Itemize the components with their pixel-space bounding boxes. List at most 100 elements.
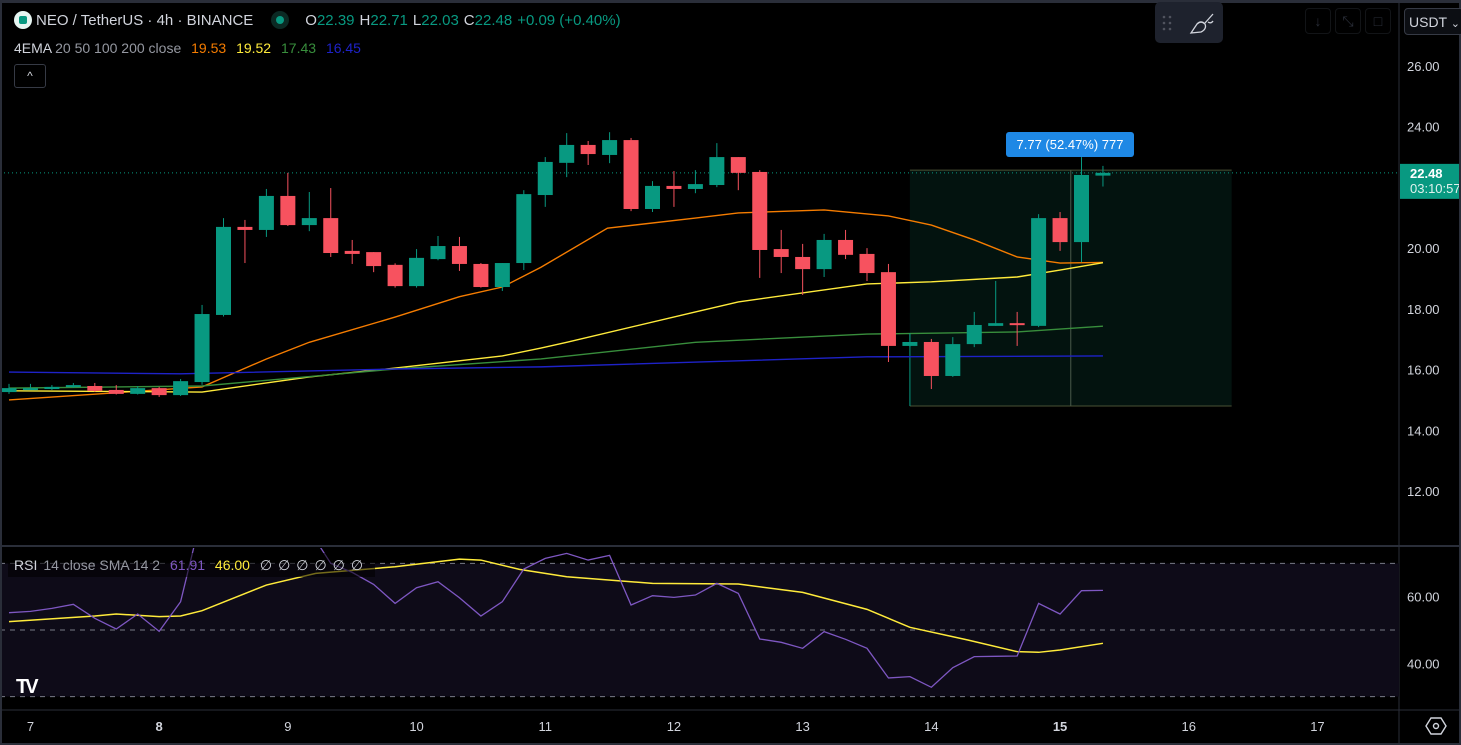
ema-line-100[interactable] [8, 325, 1103, 389]
drag-handle-icon[interactable] [1162, 15, 1172, 31]
candle-body [816, 239, 832, 270]
candle[interactable] [473, 263, 489, 288]
rsi-extra-value: ∅ [296, 557, 309, 573]
candle-body [409, 257, 425, 287]
rsi-sma-line[interactable] [8, 558, 1104, 654]
candle[interactable] [494, 263, 510, 291]
candle-body [108, 389, 124, 394]
ema-line-200[interactable] [8, 355, 1103, 375]
candle-body [923, 341, 939, 376]
candle[interactable] [795, 243, 811, 295]
last-price-badge [1400, 163, 1461, 199]
market-status-icon [271, 11, 290, 29]
candle-body [216, 226, 231, 315]
candle-body [773, 249, 789, 257]
candle-body [1009, 323, 1025, 326]
brush-icon[interactable] [1189, 13, 1214, 34]
currency-selector[interactable]: USDT ⌄ [1404, 8, 1461, 35]
candle[interactable] [237, 219, 253, 264]
candle[interactable] [752, 170, 768, 278]
candle[interactable] [966, 311, 982, 348]
candle[interactable] [1095, 165, 1111, 187]
candle[interactable] [687, 170, 703, 194]
candle[interactable] [1052, 212, 1068, 251]
rsi-extra-value: ∅ [259, 557, 273, 573]
candle[interactable] [623, 137, 639, 212]
candle[interactable] [173, 379, 189, 397]
candle-body [430, 246, 446, 260]
floating-drawing-toolbar[interactable] [1155, 2, 1223, 43]
candle[interactable] [216, 218, 231, 317]
candle[interactable] [902, 333, 918, 348]
candle[interactable] [387, 263, 403, 288]
candle-body [387, 264, 403, 287]
fit-screen-icon[interactable]: ⤡ [1335, 8, 1361, 34]
candle[interactable] [580, 140, 596, 165]
maximize-icon[interactable]: □ [1365, 8, 1391, 34]
candle[interactable] [451, 236, 467, 271]
candle[interactable] [44, 385, 60, 390]
price-tick-label: 18.00 [1407, 302, 1440, 317]
candle[interactable] [22, 383, 38, 391]
candle[interactable] [1009, 311, 1025, 346]
candle[interactable] [323, 188, 339, 257]
candle[interactable] [108, 385, 124, 395]
collapse-legend-button[interactable]: ^ [14, 64, 46, 88]
scroll-to-latest-icon[interactable]: ↓ [1305, 8, 1331, 34]
candle[interactable] [344, 239, 360, 264]
price-tick-label: 14.00 [1407, 423, 1440, 438]
rsi-legend[interactable]: RSI 14 close SMA 14 2 61.91 46.00 ∅ ∅ ∅ ∅ ∅ ∅ [8, 553, 376, 577]
candle[interactable] [258, 188, 274, 237]
candle[interactable] [87, 382, 103, 392]
candle[interactable] [559, 133, 575, 178]
candle[interactable] [730, 157, 746, 191]
chart-settings-button[interactable] [1425, 716, 1447, 741]
candle[interactable] [945, 337, 961, 377]
candle-body [988, 323, 1004, 326]
candle[interactable] [1074, 157, 1089, 263]
candle[interactable] [537, 157, 553, 207]
candle-body [130, 388, 146, 394]
price-tick-label: 16.00 [1407, 363, 1440, 378]
candle[interactable] [709, 143, 725, 188]
candle[interactable] [773, 229, 789, 274]
candle[interactable] [988, 280, 1004, 326]
candle[interactable] [301, 191, 317, 232]
candle[interactable] [880, 263, 896, 363]
candle-body [623, 140, 639, 209]
symbol-title[interactable]: NEO / TetherUS · 4h · BINANCE [36, 11, 254, 29]
candle[interactable] [280, 172, 296, 226]
candle[interactable] [130, 385, 146, 395]
ema-legend[interactable]: 4EMA 20 50 100 200 close 19.53 19.52 17.4… [14, 40, 367, 56]
ema-name: 4EMA [14, 40, 53, 56]
tradingview-logo[interactable]: TV [16, 676, 38, 698]
candle[interactable] [194, 304, 210, 385]
measure-tool[interactable] [909, 169, 1232, 407]
candle-body [280, 195, 296, 226]
candle[interactable] [666, 171, 682, 207]
candle[interactable] [838, 229, 854, 260]
ema-line-20[interactable] [8, 209, 1103, 401]
candle-body [344, 250, 360, 254]
candle-body [1095, 172, 1111, 176]
candle[interactable] [430, 236, 446, 261]
candle[interactable] [859, 248, 875, 281]
candle[interactable] [409, 249, 425, 288]
candle[interactable] [151, 386, 167, 397]
time-tick-label: 15 [1053, 719, 1067, 734]
high-label: H [359, 11, 371, 29]
candle-body [559, 144, 575, 163]
price-tick-label: 24.00 [1407, 120, 1440, 135]
candle[interactable] [816, 233, 832, 278]
candle[interactable] [923, 338, 939, 390]
candle[interactable] [516, 190, 532, 271]
candle[interactable] [366, 252, 382, 273]
candle[interactable] [1031, 214, 1047, 328]
close-value: C22.48 [464, 12, 512, 29]
candle[interactable] [645, 181, 660, 213]
candle[interactable] [602, 132, 618, 164]
time-tick-label: 9 [284, 719, 291, 734]
candle[interactable] [1, 383, 17, 394]
candle[interactable] [65, 382, 81, 388]
